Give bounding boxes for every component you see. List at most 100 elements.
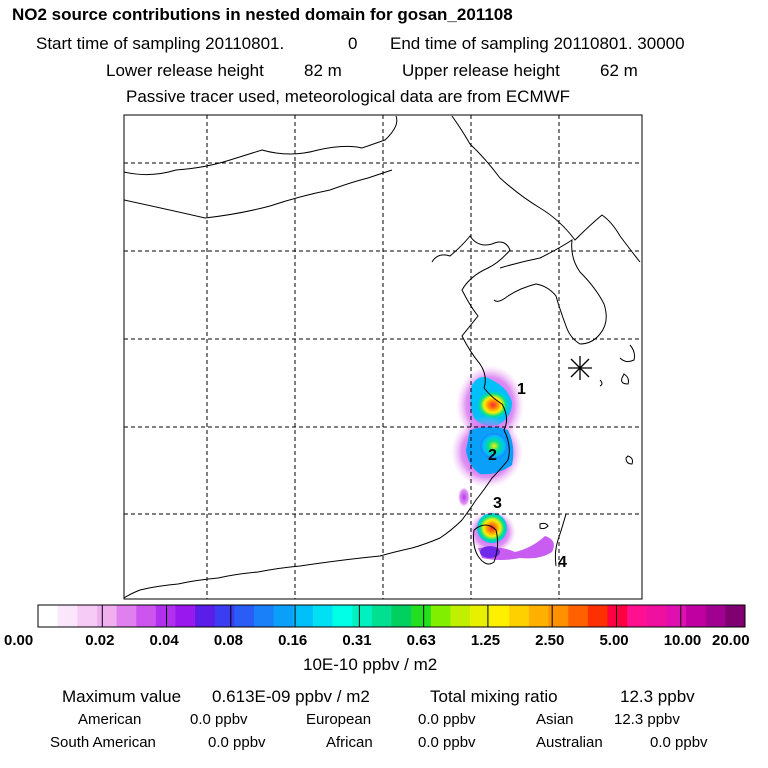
island-jeju xyxy=(599,379,603,387)
region-american-label: American xyxy=(78,711,142,728)
plot-title: NO2 source contributions in nested domai… xyxy=(12,5,513,24)
colorbar-tick-label: 0.08 xyxy=(213,632,244,649)
colorbar-tick-label: 0.31 xyxy=(342,632,372,649)
region-european-value: 0.0 ppbv xyxy=(418,711,476,728)
source-label-4: 4 xyxy=(558,554,567,571)
region-african-value: 0.0 ppbv xyxy=(418,734,476,751)
colorbar-swatch xyxy=(666,605,687,627)
colorbar-tick-label: 20.00 xyxy=(712,632,750,649)
colorbar-swatch xyxy=(214,605,235,627)
colorbar-swatch xyxy=(155,605,176,627)
max-value-label: Maximum value xyxy=(62,687,182,706)
plume-2-core xyxy=(480,433,508,459)
colorbar-swatch xyxy=(77,605,98,627)
colorbar-tick-label: 5.00 xyxy=(599,632,629,649)
colorbar-swatch xyxy=(705,605,726,627)
border-inner xyxy=(124,169,393,219)
colorbar-tick-label: 0.04 xyxy=(149,632,179,649)
colorbar xyxy=(37,604,746,628)
colorbar-tick-label: 0.02 xyxy=(85,632,115,649)
island-ryukyu xyxy=(625,455,633,465)
colorbar-swatch xyxy=(195,605,216,627)
colorbar-swatch xyxy=(627,605,648,627)
colorbar-tick-label: 0.00 xyxy=(4,632,34,649)
colorbar-swatch xyxy=(587,605,609,627)
colorbar-swatch xyxy=(352,605,373,627)
colorbar-swatch xyxy=(686,605,707,627)
map-grid xyxy=(124,115,642,599)
colorbar-swatch xyxy=(509,605,530,627)
border-northeast xyxy=(451,115,641,263)
border-north xyxy=(124,115,398,176)
colorbar-swatch xyxy=(273,605,294,627)
colorbar-swatch xyxy=(725,605,746,627)
start-time-hour: 0 xyxy=(348,34,358,53)
island-japan-1 xyxy=(619,344,635,363)
colorbar-swatch xyxy=(312,605,334,627)
colorbar-swatch xyxy=(607,605,628,627)
region-australian-value: 0.0 ppbv xyxy=(650,734,708,751)
plume-3-core xyxy=(477,513,507,543)
plume-layer xyxy=(451,365,554,560)
colorbar-swatch xyxy=(234,605,255,627)
colorbar-swatch xyxy=(411,605,432,627)
colorbar-tick-label: 2.50 xyxy=(535,632,565,649)
colorbar-swatch xyxy=(175,605,196,627)
map-frame xyxy=(123,114,643,600)
colorbar-swatch xyxy=(548,605,569,627)
upper-release-label: Upper release height xyxy=(402,61,560,80)
region-american-value: 0.0 ppbv xyxy=(190,711,248,728)
colorbar-frame xyxy=(37,604,746,628)
start-time-label: Start time of sampling 20110801. xyxy=(36,34,285,53)
source-label-3: 3 xyxy=(493,495,502,512)
region-asian-label: Asian xyxy=(536,711,574,728)
region-south-american-label: South American xyxy=(50,734,156,751)
colorbar-swatch xyxy=(430,605,451,627)
colorbar-tick-label: 0.63 xyxy=(406,632,436,649)
plume-4-core xyxy=(480,546,500,558)
receptor-star-icon xyxy=(568,356,592,380)
colorbar-swatch xyxy=(371,605,392,627)
region-european-label: European xyxy=(306,711,372,728)
plume-1-core xyxy=(477,391,509,419)
max-value: 0.613E-09 ppbv / m2 xyxy=(212,687,370,706)
coast-south xyxy=(124,387,510,599)
source-label-1: 1 xyxy=(517,381,526,398)
upper-release-value: 62 m xyxy=(600,61,638,80)
colorbar-swatch xyxy=(450,605,471,627)
lower-release-label: Lower release height xyxy=(106,61,264,80)
colorbar-unit: 10E-10 ppbv / m2 xyxy=(303,655,438,674)
island-taiwan xyxy=(473,524,499,565)
island-arc xyxy=(554,513,567,567)
lower-release-value: 82 m xyxy=(304,61,342,80)
colorbar-swatch xyxy=(96,605,118,627)
coast-bohai xyxy=(431,235,511,389)
colorbar-swatch xyxy=(293,605,314,627)
tracer-note: Passive tracer used, meteorological data… xyxy=(126,87,571,106)
colorbar-swatch xyxy=(470,605,491,627)
region-south-american-value: 0.0 ppbv xyxy=(208,734,266,751)
island-small xyxy=(539,522,549,530)
colorbar-swatch xyxy=(646,605,667,627)
coast-korea xyxy=(493,238,607,345)
colorbar-swatch xyxy=(254,605,275,627)
region-australian-label: Australian xyxy=(536,734,603,751)
coastline-layer xyxy=(124,115,641,599)
colorbar-swatch xyxy=(332,605,353,627)
colorbar-tick-label: 10.00 xyxy=(663,632,702,649)
island-japan-2 xyxy=(621,373,629,385)
region-asian-value: 12.3 ppbv xyxy=(614,711,680,728)
region-african-label: African xyxy=(326,734,373,751)
colorbar-swatch xyxy=(528,605,550,627)
colorbar-swatch xyxy=(38,605,59,627)
plume-small xyxy=(458,487,470,507)
source-label-2: 2 xyxy=(488,447,497,464)
colorbar-swatch xyxy=(489,605,510,627)
colorbar-swatch xyxy=(136,605,157,627)
colorbar-swatch xyxy=(116,605,137,627)
colorbar-swatch xyxy=(391,605,412,627)
colorbar-tick-label: 1.25 xyxy=(470,632,501,649)
total-mixing-value: 12.3 ppbv xyxy=(620,687,695,706)
colorbar-swatch xyxy=(57,605,78,627)
